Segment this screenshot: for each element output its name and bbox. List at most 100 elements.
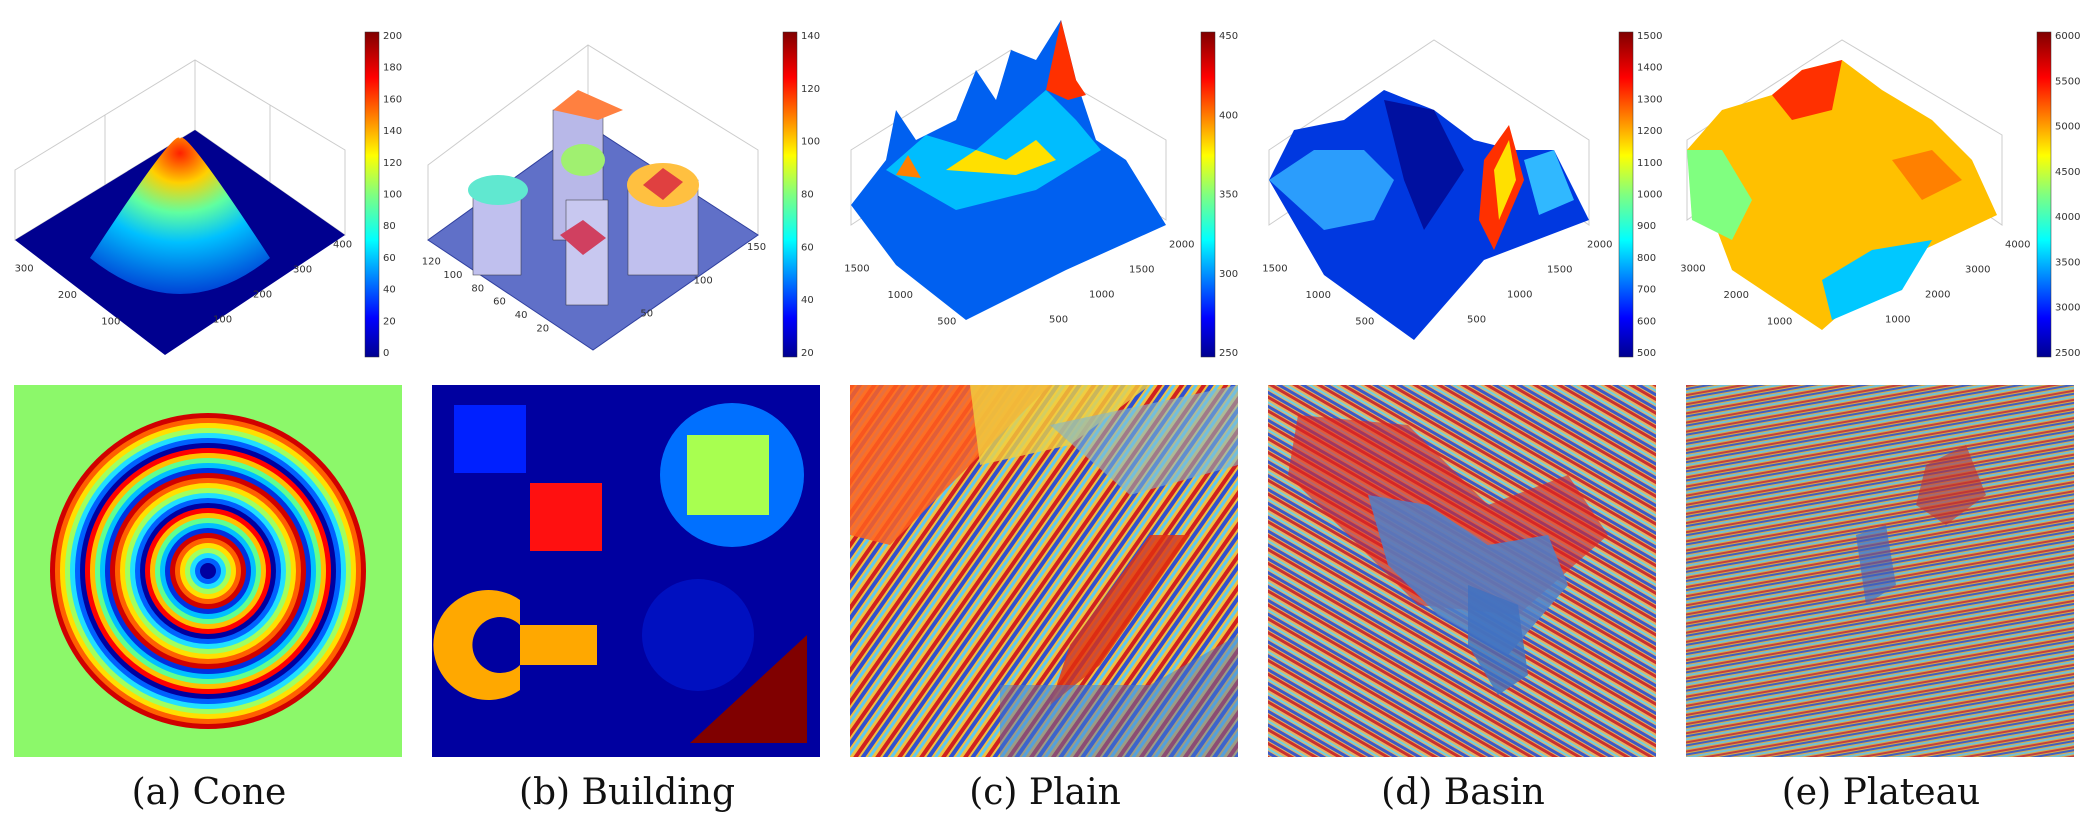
colorbar-tick-label: 3500 [2055, 257, 2080, 268]
colorbar-tick-label: 800 [1637, 253, 1656, 264]
colorbar-tick-label: 60 [383, 253, 396, 264]
cone-fringe-image [14, 385, 402, 757]
axis-right-tick-label: 150 [747, 242, 766, 253]
colorbar-tick-label: 40 [801, 295, 814, 306]
colorbar-tick-label: 1500 [1637, 31, 1662, 42]
axis-right-tick-label: 400 [333, 240, 352, 251]
caption-building: (b) Building [518, 772, 736, 813]
axis-right-tick-label: 500 [1467, 315, 1486, 326]
colorbar-tick-label: 160 [383, 94, 402, 105]
axis-left-tick-label: 200 [58, 290, 77, 301]
axis-right-tick-label: 50 [640, 309, 653, 320]
colorbar-tick-label: 4500 [2055, 167, 2080, 178]
caption-plain: (c) Plain [969, 772, 1121, 813]
plateau-3d-plot: 6000 5500 5000 4500 4000 3500 3000 2500 3000 200… [1680, 31, 2080, 359]
colorbar-tick-label: 1400 [1637, 63, 1662, 74]
caption-plateau: (e) Plateau [1781, 772, 1981, 813]
colorbar-tick-label: 80 [383, 221, 396, 232]
axis-left-tick-label: 1000 [1306, 290, 1331, 301]
basin-3d-plot: 150014001300120011001000900800700600500 … [1262, 31, 1662, 359]
axis-left-tick-label: 20 [536, 323, 549, 334]
axis-right-tick-label: 1500 [1129, 265, 1154, 276]
caption-cone: (a) Cone [131, 772, 287, 813]
colorbar-tick-label: 0 [383, 348, 389, 359]
basin-colorbar [1618, 31, 1634, 358]
colorbar-tick-label: 200 [383, 31, 402, 42]
colorbar-tick-label: 900 [1637, 221, 1656, 232]
colorbar-tick-label: 20 [801, 348, 814, 359]
colorbar-tick-label: 20 [383, 316, 396, 327]
colorbar-tick-label: 120 [801, 84, 820, 95]
axis-left-tick-label: 40 [515, 310, 528, 321]
colorbar-tick-label: 5000 [2055, 122, 2080, 133]
building-colorbar [782, 31, 798, 358]
colorbar-tick-label: 180 [383, 63, 402, 74]
axis-left-tick-label: 1500 [844, 263, 869, 274]
axis-left-tick-label: 60 [493, 297, 506, 308]
axis-left-tick-label: 3000 [1680, 263, 1705, 274]
axis-right-tick-label: 1500 [1547, 265, 1572, 276]
plain-fringe-image [850, 385, 1238, 757]
cone-colorbar [364, 31, 380, 358]
colorbar-tick-label: 300 [1219, 269, 1238, 280]
plain-colorbar [1200, 31, 1216, 358]
axis-right-tick-label: 2000 [1587, 240, 1612, 251]
colorbar-tick-label: 140 [801, 31, 820, 42]
colorbar-tick-label: 3000 [2055, 303, 2080, 314]
plain-3d-plot: 450 400 350 300 250 1500 1000 500 2000 1500 1000 5… [844, 20, 1238, 359]
colorbar-tick-label: 6000 [2055, 31, 2080, 42]
axis-right-tick-label: 2000 [1925, 290, 1950, 301]
plateau-fringe-image [1686, 385, 2074, 757]
panel-plain: 450 400 350 300 250 1500 1000 500 2000 1500 1000 5… [836, 0, 1254, 831]
axis-right-tick-label: 200 [253, 290, 272, 301]
building-fringe-image [432, 385, 820, 757]
colorbar-tick-label: 80 [801, 190, 814, 201]
colorbar-tick-label: 120 [383, 158, 402, 169]
axis-right-tick-label: 100 [694, 275, 713, 286]
panel-cone: 200 180 160 140 120 100 80 60 40 20 0 300 200 100 400… [0, 0, 418, 831]
axis-left-tick-label: 500 [1355, 317, 1374, 328]
axis-right-tick-label: 1000 [1885, 315, 1910, 326]
axis-left-tick-label: 500 [937, 317, 956, 328]
colorbar-tick-label: 1000 [1637, 190, 1662, 201]
colorbar-tick-label: 140 [383, 126, 402, 137]
colorbar-tick-label: 4000 [2055, 212, 2080, 223]
colorbar-tick-label: 1100 [1637, 158, 1662, 169]
colorbar-tick-label: 450 [1219, 31, 1238, 42]
axis-left-tick-label: 1500 [1262, 263, 1287, 274]
cone-surface [90, 137, 270, 294]
axis-right-tick-label: 2000 [1169, 240, 1194, 251]
colorbar-tick-label: 100 [801, 137, 820, 148]
axis-right-tick-label: 500 [1049, 315, 1068, 326]
colorbar-tick-label: 700 [1637, 285, 1656, 296]
axis-right-tick-label: 100 [213, 315, 232, 326]
axis-left-tick-label: 100 [101, 317, 120, 328]
fringe-ring [200, 563, 216, 579]
panel-basin: 1500 1400 1300 1200 1100 1000 900 800 700 600 500 … [1254, 0, 1672, 831]
colorbar-tick-label: 500 [1637, 348, 1656, 359]
axis-left-tick-label: 80 [471, 283, 484, 294]
colorbar-tick-label: 40 [383, 285, 396, 296]
axis-right-tick-label: 1000 [1089, 290, 1114, 301]
axis-right-tick-label: 4000 [2005, 240, 2030, 251]
axis-left-tick-label: 1000 [888, 290, 913, 301]
colorbar-tick-label: 5500 [2055, 76, 2080, 87]
panel-plateau: 6000 5500 5000 4500 4000 3500 3000 2500 3000 200… [1672, 0, 2090, 831]
colorbar-tick-label: 1300 [1637, 94, 1662, 105]
basin-fringe-image [1268, 385, 1656, 757]
colorbar-tick-label: 600 [1637, 316, 1656, 327]
plateau-colorbar [2036, 31, 2052, 358]
axis-left-tick-label: 100 [443, 270, 462, 281]
axis-left-tick-label: 120 [422, 257, 441, 268]
colorbar-tick-label: 350 [1219, 190, 1238, 201]
axis-left-tick-label: 2000 [1724, 290, 1749, 301]
colorbar-tick-label: 60 [801, 242, 814, 253]
colorbar-tick-label: 100 [383, 190, 402, 201]
colorbar-tick-label: 2500 [2055, 348, 2080, 359]
axis-right-tick-label: 300 [293, 265, 312, 276]
colorbar-tick-label: 1200 [1637, 126, 1662, 137]
panel-building: 140 120 100 80 60 40 20 120 100 80 60 40 20 150 100 50… [418, 0, 836, 831]
axis-left-tick-label: 300 [15, 263, 34, 274]
